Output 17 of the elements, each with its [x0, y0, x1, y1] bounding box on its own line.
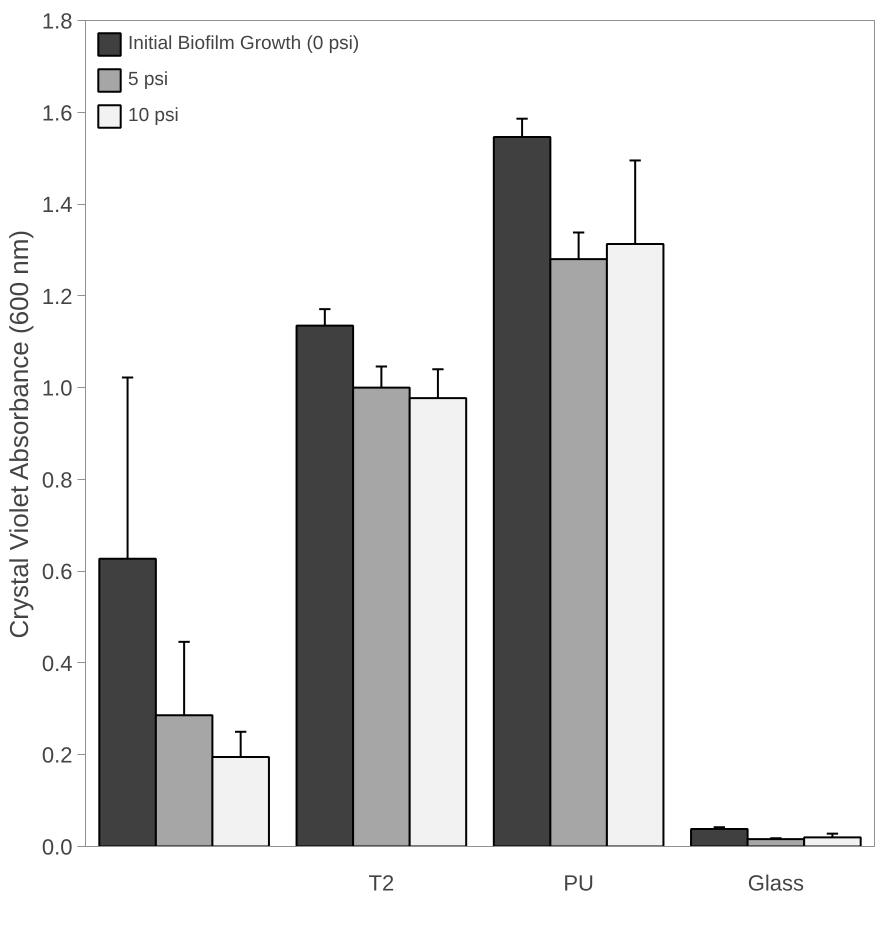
y-tick-label: 1.4	[42, 192, 73, 218]
y-tick-label: 1.0	[42, 376, 73, 401]
y-tick-label: 0.8	[42, 467, 73, 492]
x-tick-label: PU	[563, 870, 594, 896]
y-tick-label: 1.2	[42, 284, 73, 309]
y-tick-label: 1.8	[42, 8, 73, 34]
y-tick-label: 0.0	[42, 834, 73, 860]
x-tick-label: Glass	[748, 870, 804, 896]
y-tick-label: 0.6	[42, 559, 73, 584]
y-tick-label: 0.2	[42, 742, 73, 768]
y-tick-label: 1.6	[42, 100, 73, 126]
x-tick-label: T2	[368, 870, 394, 896]
legend-label: Initial Biofilm Growth (0 psi)	[128, 33, 360, 55]
legend-label: 5 psi	[128, 69, 168, 91]
legend-label: 10 psi	[128, 105, 179, 127]
y-axis-title: Crystal Violet Absorbance (600 nm)	[4, 230, 34, 638]
y-tick-label: 0.4	[42, 650, 73, 676]
